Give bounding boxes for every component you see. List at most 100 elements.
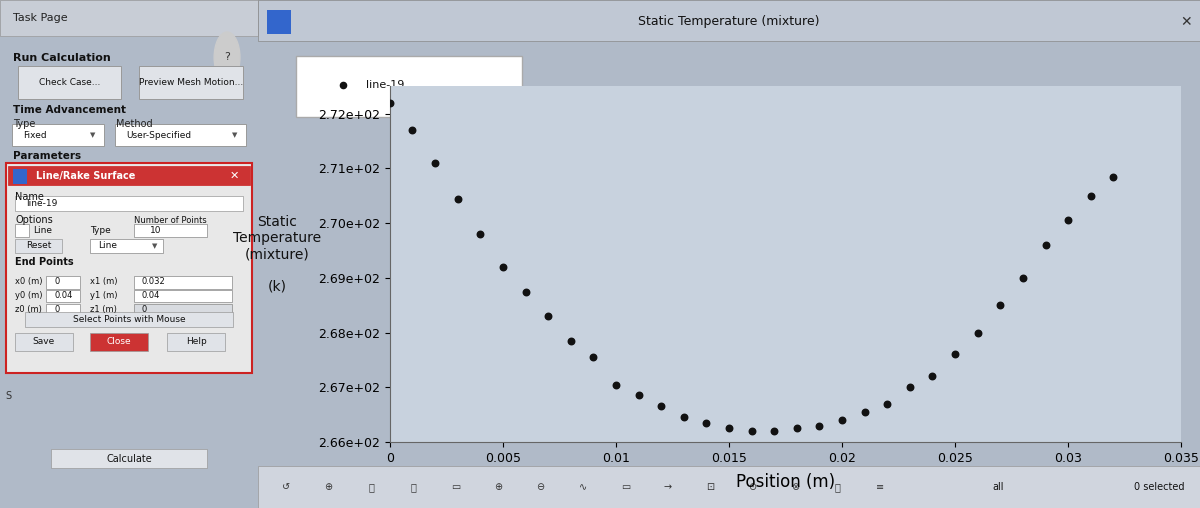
Point xyxy=(674,414,694,422)
Point xyxy=(742,427,761,435)
Text: Fixed: Fixed xyxy=(23,131,47,140)
Text: Number of Points: Number of Points xyxy=(134,216,206,225)
Text: 🔍: 🔍 xyxy=(368,482,374,492)
Text: Save: Save xyxy=(32,337,55,346)
Point xyxy=(1058,216,1078,225)
FancyBboxPatch shape xyxy=(14,224,29,237)
Text: ✕: ✕ xyxy=(1180,15,1192,29)
Text: Name: Name xyxy=(16,192,44,202)
Text: ⊗: ⊗ xyxy=(791,482,799,492)
Text: ?: ? xyxy=(224,52,230,62)
Text: ▼: ▼ xyxy=(90,132,96,138)
Point xyxy=(923,372,942,380)
Text: ↺: ↺ xyxy=(282,482,290,492)
Text: ⊕: ⊕ xyxy=(324,482,332,492)
Text: Reset: Reset xyxy=(26,241,52,250)
Text: Type: Type xyxy=(13,119,35,130)
Text: S: S xyxy=(5,391,11,401)
Point xyxy=(470,230,490,238)
Text: Select Points with Mouse: Select Points with Mouse xyxy=(73,315,185,324)
Text: Calculate: Calculate xyxy=(106,454,152,464)
Text: ⊡: ⊡ xyxy=(706,482,714,492)
Text: ⊖: ⊖ xyxy=(536,482,545,492)
Text: ∿: ∿ xyxy=(578,482,587,492)
Point xyxy=(877,400,896,408)
Point xyxy=(833,416,852,424)
Text: ✕: ✕ xyxy=(230,171,240,181)
FancyBboxPatch shape xyxy=(268,10,290,34)
Point xyxy=(856,408,875,416)
FancyBboxPatch shape xyxy=(18,66,121,99)
Text: line-19: line-19 xyxy=(26,199,58,208)
FancyBboxPatch shape xyxy=(14,333,73,351)
Text: 0.04: 0.04 xyxy=(54,291,72,300)
Point xyxy=(900,383,919,391)
Text: 0: 0 xyxy=(142,305,148,314)
Point xyxy=(493,263,512,271)
Point xyxy=(1081,192,1100,200)
Text: Task Page: Task Page xyxy=(13,13,67,23)
Text: z1 (m): z1 (m) xyxy=(90,305,118,314)
Text: Static Temperature (mixture): Static Temperature (mixture) xyxy=(638,15,820,28)
Text: ⊙: ⊙ xyxy=(749,482,757,492)
FancyBboxPatch shape xyxy=(46,290,80,302)
FancyBboxPatch shape xyxy=(258,466,1200,508)
Point xyxy=(516,288,535,296)
Point xyxy=(1013,274,1032,282)
Text: z0 (m): z0 (m) xyxy=(16,305,42,314)
FancyBboxPatch shape xyxy=(46,304,80,316)
Text: ≡: ≡ xyxy=(876,482,883,492)
Text: 10: 10 xyxy=(150,226,161,235)
Text: x1 (m): x1 (m) xyxy=(90,277,118,287)
Point xyxy=(448,195,467,203)
Point xyxy=(562,337,581,345)
Text: Static
Temperature
(mixture)

(k): Static Temperature (mixture) (k) xyxy=(233,214,320,294)
Text: →: → xyxy=(664,482,672,492)
FancyBboxPatch shape xyxy=(167,333,224,351)
Point xyxy=(539,312,558,320)
Point xyxy=(380,99,400,107)
Text: 📈: 📈 xyxy=(834,482,840,492)
Point xyxy=(1104,173,1123,181)
FancyBboxPatch shape xyxy=(46,276,80,289)
Text: Method: Method xyxy=(116,119,152,130)
Text: ▭: ▭ xyxy=(451,482,461,492)
Point xyxy=(652,402,671,410)
Text: 0: 0 xyxy=(54,305,60,314)
Text: 0.04: 0.04 xyxy=(142,291,161,300)
Circle shape xyxy=(214,32,240,83)
Text: ⊕: ⊕ xyxy=(494,482,503,492)
Point xyxy=(764,427,784,435)
Text: Preview Mesh Motion...: Preview Mesh Motion... xyxy=(139,78,244,87)
FancyBboxPatch shape xyxy=(139,66,242,99)
FancyBboxPatch shape xyxy=(14,196,244,211)
FancyBboxPatch shape xyxy=(13,169,28,184)
Text: Type: Type xyxy=(90,226,112,235)
Point xyxy=(787,424,806,432)
Point xyxy=(810,422,829,430)
Text: ▭: ▭ xyxy=(620,482,630,492)
Text: ▼: ▼ xyxy=(152,243,157,249)
Point xyxy=(946,351,965,359)
Text: line-19: line-19 xyxy=(366,80,404,90)
FancyBboxPatch shape xyxy=(7,166,251,185)
Text: Line/Rake Surface: Line/Rake Surface xyxy=(36,171,136,181)
FancyBboxPatch shape xyxy=(6,163,252,373)
Text: x0 (m): x0 (m) xyxy=(16,277,43,287)
Point xyxy=(991,301,1010,309)
FancyBboxPatch shape xyxy=(14,239,62,253)
FancyBboxPatch shape xyxy=(52,449,206,468)
FancyBboxPatch shape xyxy=(90,333,148,351)
FancyBboxPatch shape xyxy=(90,239,163,253)
Point xyxy=(720,424,739,432)
Text: Time Advancement: Time Advancement xyxy=(13,105,126,115)
Text: all: all xyxy=(992,482,1004,492)
Text: 0: 0 xyxy=(54,277,60,287)
Text: Help: Help xyxy=(186,337,206,346)
Text: Line: Line xyxy=(34,226,53,235)
Point xyxy=(583,353,602,361)
Point xyxy=(968,329,988,337)
Text: 0.032: 0.032 xyxy=(142,277,166,287)
Text: Check Case...: Check Case... xyxy=(38,78,101,87)
Point xyxy=(1036,241,1055,249)
